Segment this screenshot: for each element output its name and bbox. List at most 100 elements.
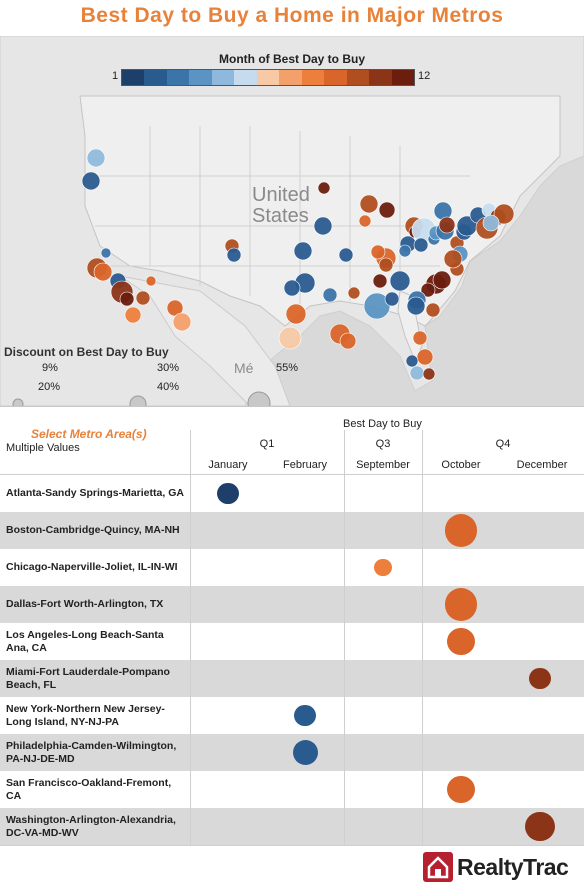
map-metro-dot[interactable]	[384, 291, 400, 307]
map-metro-dot[interactable]	[372, 273, 388, 289]
map-metro-dot[interactable]	[313, 216, 333, 236]
best-day-dot[interactable]	[444, 514, 478, 547]
month-label-october: October	[441, 459, 481, 471]
map-metro-dot[interactable]	[322, 287, 338, 303]
map-metro-dot[interactable]	[416, 348, 434, 366]
map-metro-dot[interactable]	[283, 279, 301, 297]
metro-row[interactable]: Atlanta-Sandy Springs-Marietta, GA	[0, 475, 584, 512]
map-dots	[81, 148, 515, 381]
color-scale-swatch-3	[166, 70, 190, 85]
us-map[interactable]	[0, 36, 584, 407]
map-metro-dot[interactable]	[378, 201, 396, 219]
metro-row[interactable]: Dallas-Fort Worth-Arlington, TX	[0, 586, 584, 623]
color-legend-title: Month of Best Day to Buy	[219, 52, 365, 66]
metro-row-label: New York-Northern New Jersey-Long Island…	[6, 703, 165, 728]
metro-row[interactable]: Philadelphia-Camden-Wilmington, PA-NJ-DE…	[0, 734, 584, 771]
map-metro-dot[interactable]	[226, 247, 242, 263]
best-day-dot[interactable]	[447, 775, 475, 804]
page-title: Best Day to Buy a Home in Major Metros	[80, 4, 504, 27]
metro-row[interactable]: Los Angeles-Long Beach-Santa Ana, CA	[0, 623, 584, 660]
color-scale-swatch-2	[144, 70, 167, 85]
best-day-dot[interactable]	[294, 704, 316, 727]
map-metro-dot[interactable]	[432, 270, 452, 290]
grid-divider	[422, 430, 423, 845]
map-metro-dot[interactable]	[338, 247, 354, 263]
metro-row-label: Chicago-Naperville-Joliet, IL-IN-WI	[6, 561, 178, 573]
map-metro-dot[interactable]	[93, 262, 113, 282]
discount-legend-dot-30	[129, 395, 147, 406]
map-metro-dot[interactable]	[405, 354, 419, 368]
best-day-dot[interactable]	[444, 588, 478, 621]
map-metro-dot[interactable]	[482, 214, 500, 232]
map-metro-dot[interactable]	[406, 296, 426, 316]
best-day-dot[interactable]	[529, 667, 551, 690]
metro-row-label: Miami-Fort Lauderdale-Pompano Beach, FL	[6, 666, 170, 691]
best-day-dot[interactable]	[525, 811, 555, 842]
discount-legend-label-30: 30%	[157, 362, 180, 374]
map-metro-dot[interactable]	[119, 291, 135, 307]
map-metro-dot[interactable]	[124, 306, 142, 324]
map-metro-dot[interactable]	[339, 332, 357, 350]
color-scale-swatch-11	[346, 70, 370, 85]
metro-row-label: Atlanta-Sandy Springs-Marietta, GA	[6, 487, 184, 499]
color-scale-swatch-4	[189, 70, 212, 85]
map-metro-dot[interactable]	[370, 244, 386, 260]
map-metro-dot[interactable]	[425, 302, 441, 318]
map-metro-dot[interactable]	[358, 214, 372, 228]
map-metro-dot[interactable]	[135, 290, 151, 306]
map-metro-dot[interactable]	[389, 270, 411, 292]
color-scale-swatch-8	[279, 70, 302, 85]
metro-row[interactable]: Boston-Cambridge-Quincy, MA-NH	[0, 512, 584, 549]
metro-row[interactable]: San Francisco-Oakland-Fremont, CA	[0, 771, 584, 808]
map-metro-dot[interactable]	[493, 203, 515, 225]
color-scale-max: 12	[418, 70, 431, 82]
map-metro-dot[interactable]	[422, 367, 436, 381]
quarter-label-q4: Q4	[495, 438, 511, 450]
map-metro-dot[interactable]	[378, 257, 394, 273]
map-metro-dot[interactable]	[413, 237, 429, 253]
map-metro-dot[interactable]	[443, 249, 463, 269]
map-metro-dot[interactable]	[317, 181, 331, 195]
map-metro-dot[interactable]	[438, 216, 456, 234]
best-day-dot[interactable]	[292, 740, 318, 765]
metro-row[interactable]: Washington-Arlington-Alexandria, DC-VA-M…	[0, 808, 584, 845]
map-metro-dot[interactable]	[81, 171, 101, 191]
best-day-dot[interactable]	[447, 627, 475, 656]
color-scale-swatch-7	[256, 70, 280, 85]
select-metro-label: Select Metro Area(s)	[31, 427, 147, 441]
map-metro-dot[interactable]	[347, 286, 361, 300]
discount-legend-label-55: 55%	[276, 362, 299, 374]
metro-row[interactable]: Chicago-Naperville-Joliet, IL-IN-WI	[0, 549, 584, 586]
grid-divider	[344, 430, 345, 845]
logo-text: RealtyTrac	[457, 853, 569, 880]
metro-row[interactable]: New York-Northern New Jersey-Long Island…	[0, 697, 584, 734]
month-label-january: January	[208, 459, 248, 471]
color-scale-swatch-12	[369, 70, 392, 85]
metro-row-label: Washington-Arlington-Alexandria, DC-VA-M…	[6, 814, 176, 839]
realtytrac-logo: RealtyTrac	[423, 850, 569, 884]
map-metro-dot[interactable]	[86, 148, 106, 168]
map-metro-dot[interactable]	[172, 312, 192, 332]
map-metro-dot[interactable]	[409, 365, 425, 381]
metro-filter-dropdown[interactable]: Multiple Values	[6, 442, 80, 454]
map-metro-dot[interactable]	[100, 247, 112, 259]
discount-legend-label-9: 9%	[42, 362, 58, 374]
discount-legend-label-20: 20%	[38, 381, 61, 393]
map-metro-dot[interactable]	[412, 330, 428, 346]
map-metro-dot[interactable]	[145, 275, 157, 287]
best-day-dot[interactable]	[374, 558, 392, 577]
map-metro-dot[interactable]	[420, 282, 436, 298]
quarter-label-q3: Q3	[375, 438, 391, 450]
country-label-mexico: Mé	[234, 360, 254, 376]
map-metro-dot[interactable]	[278, 326, 302, 350]
best-day-dot[interactable]	[217, 482, 239, 505]
country-label-united: United	[252, 184, 310, 206]
map-metro-dot[interactable]	[293, 241, 313, 261]
country-label-states: States	[252, 205, 309, 227]
metro-row-label: San Francisco-Oakland-Fremont, CA	[6, 777, 172, 802]
map-metro-dot[interactable]	[285, 303, 307, 325]
map-metro-dot[interactable]	[359, 194, 379, 214]
metro-row[interactable]: Miami-Fort Lauderdale-Pompano Beach, FL	[0, 660, 584, 697]
map-metro-dot[interactable]	[398, 244, 412, 258]
color-scale-bar[interactable]	[121, 69, 415, 86]
